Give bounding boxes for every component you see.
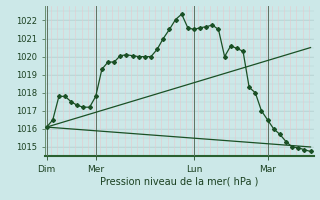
X-axis label: Pression niveau de la mer( hPa ): Pression niveau de la mer( hPa ): [100, 177, 258, 187]
